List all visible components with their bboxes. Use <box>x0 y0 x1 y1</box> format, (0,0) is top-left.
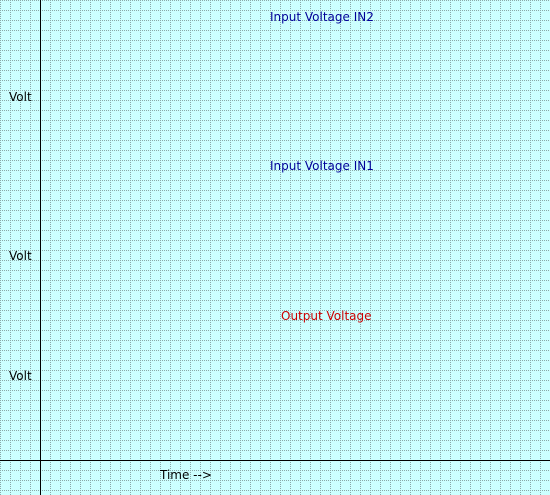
y-axis-line <box>40 0 41 495</box>
trace-label-input-in2: Input Voltage IN2 <box>270 10 374 24</box>
x-axis-label: Time --> <box>160 468 212 482</box>
y-label-output: Volt <box>9 369 32 383</box>
trace-label-input-in1: Input Voltage IN1 <box>270 159 374 173</box>
y-label-channel-2: Volt <box>9 90 32 104</box>
x-axis-line <box>0 460 550 461</box>
trace-label-output: Output Voltage <box>281 309 372 323</box>
y-label-channel-1: Volt <box>9 249 32 263</box>
